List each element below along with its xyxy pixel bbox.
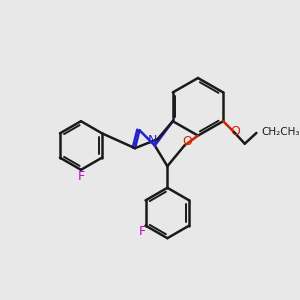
Text: N: N	[147, 134, 157, 147]
Text: CH₂CH₃: CH₂CH₃	[261, 127, 299, 137]
Text: F: F	[77, 169, 85, 183]
Text: F: F	[138, 225, 146, 239]
Text: O: O	[182, 134, 192, 148]
Text: O: O	[230, 124, 240, 138]
